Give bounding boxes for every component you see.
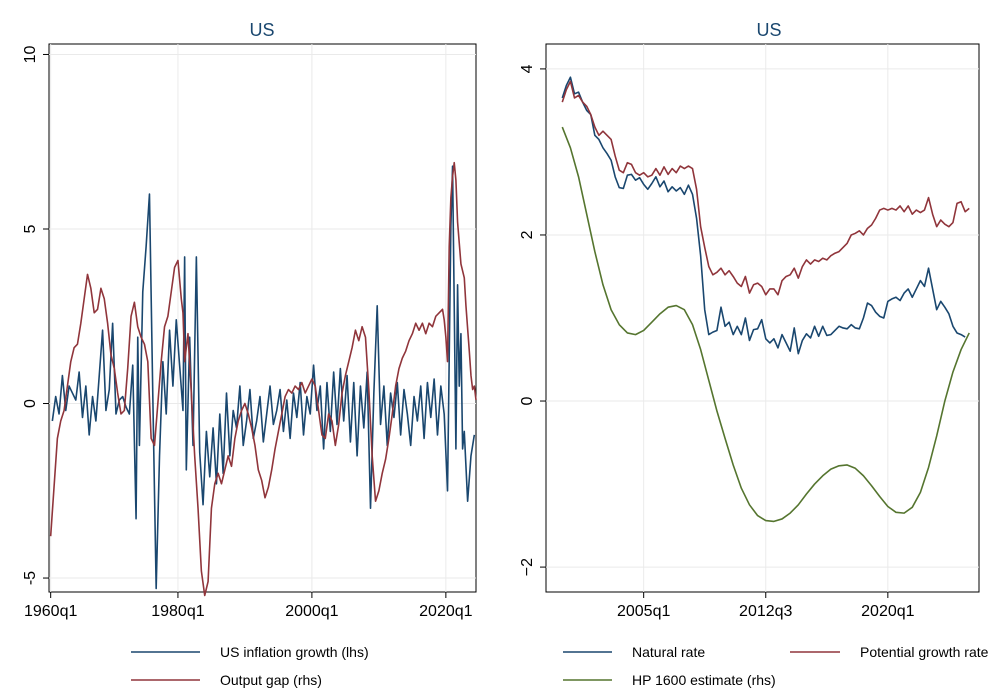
- left-chart-panel: US 1960q1 1980q1 2000q1 2020q1 -5 0 5 10: [22, 20, 477, 620]
- right-x-ticks: 2005q1 2012q3 2020q1: [617, 592, 915, 620]
- right-legend: Natural rate Potential growth rate HP 16…: [563, 644, 989, 688]
- left-x-tick-label: 2000q1: [285, 603, 338, 620]
- right-plot-frame: [545, 43, 980, 593]
- left-series-line-1: [49, 161, 477, 597]
- right-y-tick-label: 4: [519, 64, 536, 73]
- legend-label-natural-rate: Natural rate: [632, 644, 705, 660]
- left-plot-frame: [48, 43, 477, 593]
- left-series-line-0: [51, 165, 476, 590]
- legend-label-hp-estimate: HP 1600 estimate (rhs): [632, 672, 776, 688]
- left-series: [49, 161, 477, 597]
- right-x-tick-label: 2020q1: [861, 603, 914, 620]
- right-chart-title: US: [756, 20, 781, 40]
- right-y-tick-label: 2: [519, 230, 536, 239]
- right-y-ticks: −2 0 2 4: [519, 64, 546, 576]
- left-x-tick-label: 2020q1: [419, 603, 472, 620]
- right-series-line-0: [561, 76, 966, 355]
- right-series: [561, 76, 970, 523]
- left-y-tick-label: 10: [22, 45, 39, 63]
- right-series-line-2: [561, 126, 970, 523]
- right-y-tick-label: 0: [519, 396, 536, 405]
- right-series-line-1: [561, 80, 970, 296]
- left-x-ticks: 1960q1 1980q1 2000q1 2020q1: [24, 592, 473, 620]
- legend-label-output-gap: Output gap (rhs): [220, 672, 322, 688]
- legend-label-inflation: US inflation growth (lhs): [220, 644, 369, 660]
- left-y-tick-label: 0: [22, 399, 39, 408]
- legend-label-potential-growth: Potential growth rate: [860, 644, 989, 660]
- right-y-tick-label: −2: [519, 558, 536, 576]
- left-x-tick-label: 1980q1: [151, 603, 204, 620]
- left-legend: US inflation growth (lhs) Output gap (rh…: [131, 644, 369, 688]
- right-x-tick-label: 2012q3: [739, 603, 792, 620]
- right-grid: [546, 44, 979, 592]
- left-y-tick-label: -5: [22, 571, 39, 585]
- left-y-tick-label: 5: [22, 224, 39, 233]
- left-x-tick-label: 1960q1: [24, 603, 77, 620]
- left-y-ticks: -5 0 5 10: [22, 45, 49, 585]
- left-chart-title: US: [249, 20, 274, 40]
- left-grid: [49, 44, 476, 592]
- right-x-tick-label: 2005q1: [617, 603, 670, 620]
- right-chart-panel: US 2005q1 2012q3 2020q1 −2 0 2 4: [519, 20, 980, 620]
